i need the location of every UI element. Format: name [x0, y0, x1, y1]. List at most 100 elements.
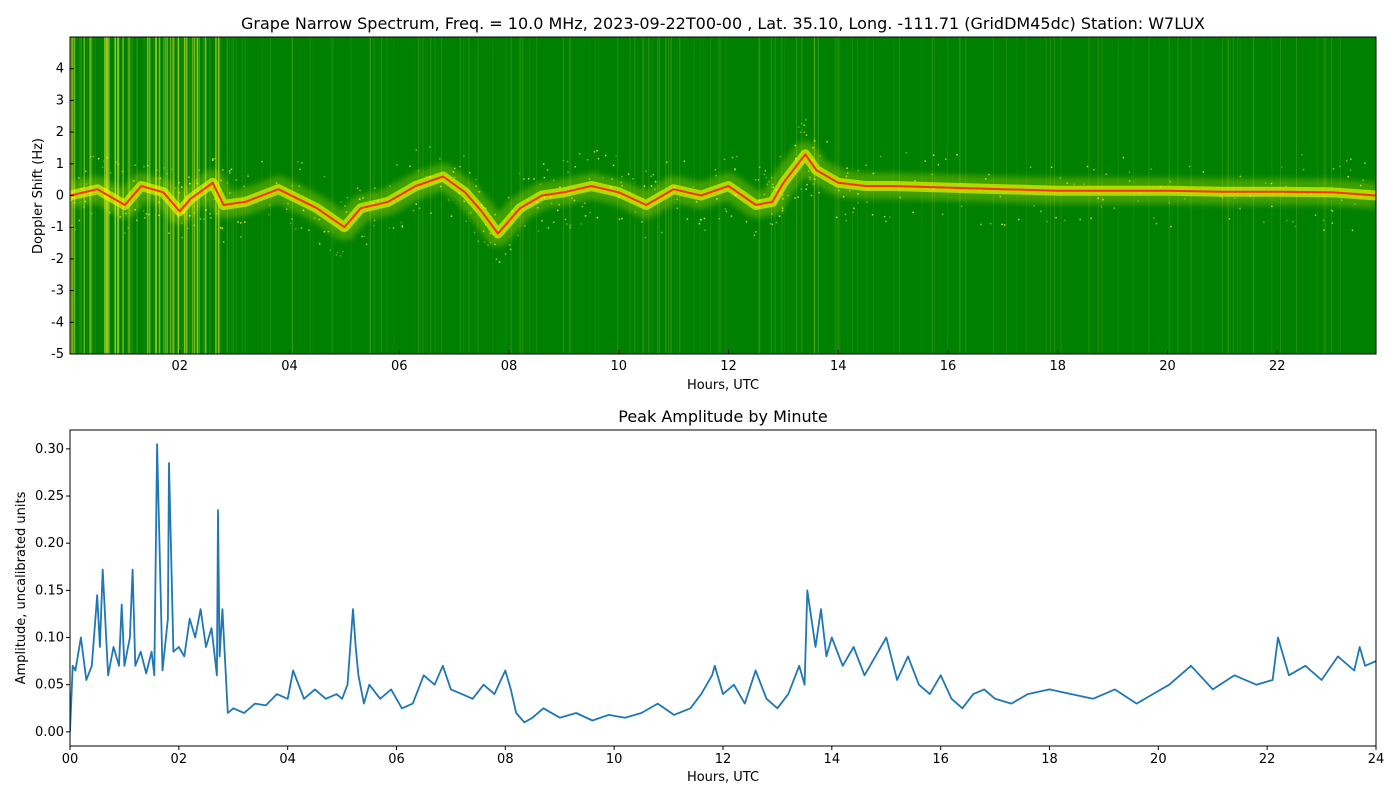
doppler-speckle: [488, 229, 490, 231]
doppler-speckle: [1239, 207, 1241, 210]
doppler-speckle: [716, 198, 718, 200]
doppler-speckle: [313, 217, 316, 219]
doppler-speckle: [158, 214, 160, 217]
doppler-speckle: [159, 177, 162, 180]
doppler-speckle: [562, 159, 565, 162]
doppler-speckle: [193, 212, 196, 215]
doppler-speckle: [573, 199, 576, 202]
doppler-speckle: [295, 228, 297, 230]
doppler-speckle: [1150, 168, 1152, 171]
y-tick-label: -4: [51, 315, 64, 330]
spectrogram-marks: [70, 37, 1376, 354]
y-tick-label: -2: [51, 252, 64, 267]
doppler-speckle: [807, 170, 810, 172]
doppler-speckle: [1159, 186, 1162, 188]
doppler-speckle: [1033, 205, 1035, 207]
doppler-speckle: [359, 189, 361, 192]
doppler-speckle: [643, 185, 646, 188]
doppler-speckle: [261, 160, 263, 163]
doppler-speckle: [758, 199, 761, 202]
doppler-speckle: [425, 176, 428, 178]
doppler-speckle: [814, 178, 816, 181]
doppler-speckle: [644, 236, 647, 239]
doppler-speckle: [698, 222, 701, 225]
doppler-speckle: [755, 230, 757, 233]
doppler-speckle: [492, 233, 495, 236]
doppler-speckle: [552, 221, 555, 224]
doppler-speckle: [221, 227, 224, 230]
doppler-speckle: [714, 168, 717, 171]
doppler-speckle: [78, 219, 81, 222]
doppler-speckle: [634, 211, 637, 214]
doppler-speckle: [82, 206, 85, 209]
doppler-speckle: [654, 180, 657, 183]
doppler-speckle: [574, 165, 577, 168]
doppler-speckle: [1086, 165, 1089, 168]
doppler-speckle: [468, 171, 471, 174]
doppler-speckle: [84, 170, 87, 173]
doppler-speckle: [944, 158, 947, 161]
doppler-speckle: [1364, 162, 1366, 165]
doppler-speckle: [611, 178, 613, 181]
doppler-speckle: [507, 196, 510, 199]
doppler-speckle: [90, 212, 93, 215]
doppler-speckle: [866, 201, 868, 204]
doppler-speckle: [1050, 166, 1053, 169]
doppler-speckle: [797, 196, 800, 199]
doppler-speckle: [211, 158, 214, 161]
doppler-speckle: [588, 178, 591, 180]
doppler-speckle: [108, 211, 111, 214]
y-tick-label: 0.30: [35, 442, 64, 457]
doppler-speckle: [1292, 220, 1294, 223]
doppler-speckle: [812, 146, 814, 149]
doppler-speckle: [795, 157, 797, 160]
x-tick-label: 06: [391, 359, 408, 374]
doppler-speckle: [1090, 217, 1092, 220]
x-tick-label: 16: [932, 752, 949, 767]
doppler-speckle: [569, 224, 572, 227]
doppler-speckle: [835, 216, 838, 219]
doppler-speckle: [914, 180, 916, 182]
doppler-speckle: [1362, 179, 1365, 182]
doppler-speckle: [372, 202, 374, 205]
doppler-speckle: [340, 201, 343, 204]
doppler-speckle: [695, 200, 698, 203]
doppler-speckle: [220, 179, 223, 182]
doppler-speckle: [477, 240, 480, 243]
doppler-speckle: [478, 190, 481, 193]
doppler-speckle: [536, 201, 538, 204]
doppler-speckle: [1349, 169, 1352, 172]
doppler-speckle: [1155, 222, 1158, 225]
doppler-speckle: [268, 213, 270, 216]
doppler-speckle: [757, 179, 760, 181]
doppler-speckle: [396, 164, 399, 166]
doppler-speckle: [772, 186, 775, 189]
doppler-speckle: [1093, 168, 1095, 171]
x-tick-label: 04: [281, 359, 298, 374]
doppler-speckle: [1113, 207, 1116, 210]
doppler-speckle: [1239, 175, 1242, 178]
doppler-speckle: [463, 200, 466, 203]
doppler-speckle: [308, 229, 310, 232]
doppler-speckle: [771, 183, 774, 186]
doppler-speckle: [1228, 217, 1231, 220]
doppler-speckle: [621, 175, 623, 178]
doppler-speckle: [571, 197, 573, 200]
doppler-speckle: [145, 212, 148, 215]
doppler-speckle: [453, 167, 456, 170]
doppler-speckle: [1102, 198, 1104, 201]
x-tick-label: 08: [501, 359, 518, 374]
doppler-speckle: [885, 220, 887, 223]
doppler-speckle: [213, 198, 216, 201]
doppler-speckle: [871, 213, 874, 216]
doppler-speckle: [654, 188, 656, 191]
doppler-speckle: [794, 197, 796, 199]
doppler-speckle: [504, 253, 507, 256]
doppler-speckle: [809, 176, 811, 179]
spectrogram-x-axis-label: Hours, UTC: [687, 378, 759, 393]
doppler-speckle: [645, 170, 648, 173]
doppler-speckle: [208, 189, 211, 192]
doppler-speckle: [226, 182, 229, 185]
doppler-speckle: [627, 173, 630, 176]
doppler-speckle: [612, 164, 615, 167]
